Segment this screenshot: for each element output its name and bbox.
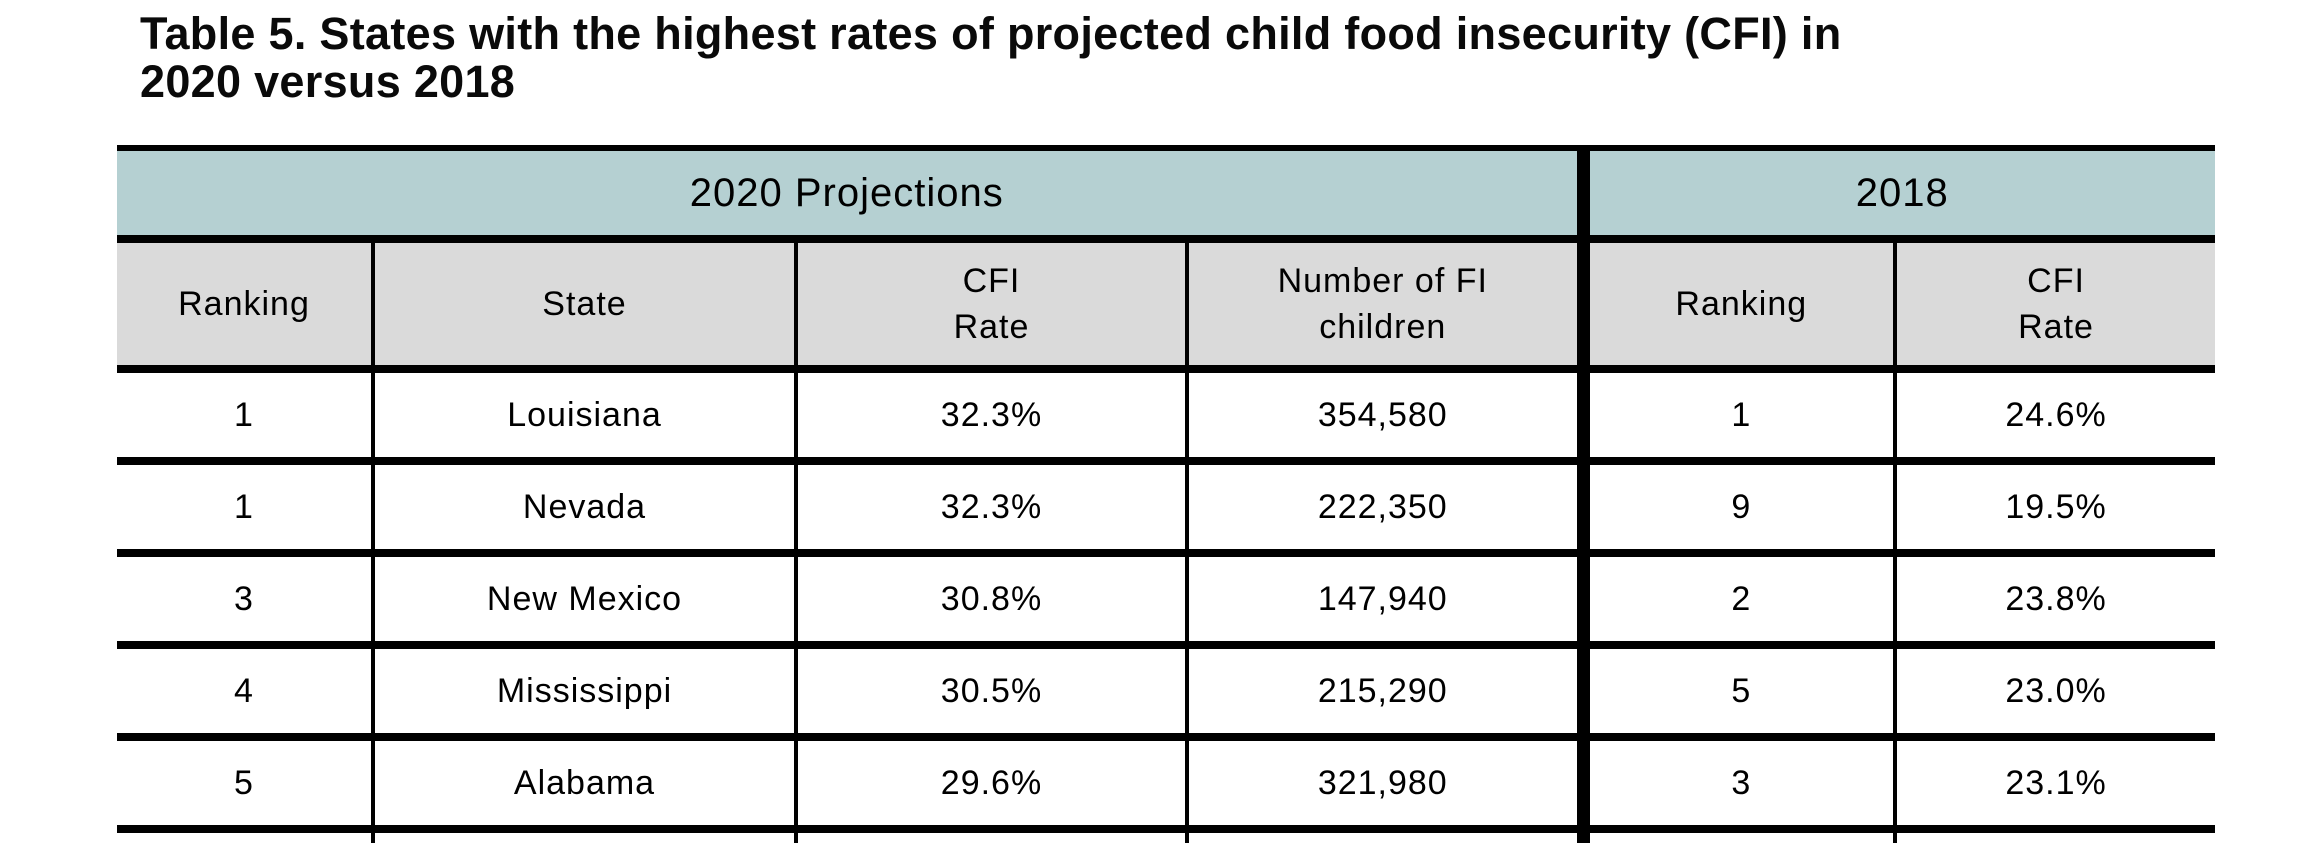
table-row-nevada: 1 Nevada 32.3% 222,350 9 19.5%	[117, 457, 2216, 557]
cell-cfi-rate-2020: 32.3%	[794, 365, 1189, 465]
table-title: Table 5. States with the highest rates o…	[140, 10, 1842, 106]
cell-ranking-2020: 1	[117, 457, 375, 557]
column-header-ranking-2018: Ranking	[1576, 237, 1898, 373]
cell-fi-children: 222,350	[1184, 457, 1590, 557]
cell-cfi-rate-2018: 23.8%	[1893, 549, 2216, 649]
partial-row-cell	[794, 825, 1189, 843]
column-header-cfi-rate-2018: CFI Rate	[1893, 237, 2216, 373]
cell-cfi-rate-2018: 24.6%	[1893, 365, 2216, 465]
cell-ranking-2018: 9	[1576, 457, 1898, 557]
cell-fi-children: 354,580	[1184, 365, 1590, 465]
cell-ranking-2020: 5	[117, 733, 375, 833]
table-title-line1: Table 5. States with the highest rates o…	[140, 8, 1842, 59]
column-header-state: State	[371, 237, 798, 373]
table-row-louisiana: 1 Louisiana 32.3% 354,580 1 24.6%	[117, 365, 2216, 465]
cell-state: New Mexico	[371, 549, 798, 649]
cell-ranking-2018: 3	[1576, 733, 1898, 833]
cell-ranking-2020: 1	[117, 365, 375, 465]
column-header-fi-children: Number of FI children	[1184, 237, 1590, 373]
column-header-cfi-rate-2020: CFI Rate	[794, 237, 1189, 373]
partial-next-row	[117, 825, 2216, 843]
cell-state: Louisiana	[371, 365, 798, 465]
column-header-row: Ranking State CFI Rate Number of FI chil…	[117, 237, 2216, 373]
cell-cfi-rate-2020: 29.6%	[794, 733, 1189, 833]
cell-ranking-2020: 3	[117, 549, 375, 649]
cell-ranking-2020: 4	[117, 641, 375, 741]
table-row-mississippi: 4 Mississippi 30.5% 215,290 5 23.0%	[117, 641, 2216, 741]
partial-row-cell	[1893, 825, 2216, 843]
cell-ranking-2018: 1	[1576, 365, 1898, 465]
cell-cfi-rate-2018: 23.1%	[1893, 733, 2216, 833]
table-row-alabama: 5 Alabama 29.6% 321,980 3 23.1%	[117, 733, 2216, 833]
cell-state: Mississippi	[371, 641, 798, 741]
cell-state: Alabama	[371, 733, 798, 833]
cfi-table: 2020 Projections 2018 Ranking State CFI …	[117, 145, 2216, 843]
partial-row-cell	[1576, 825, 1898, 843]
cell-fi-children: 321,980	[1184, 733, 1590, 833]
table-title-line2: 2020 versus 2018	[140, 56, 516, 107]
cell-cfi-rate-2020: 30.5%	[794, 641, 1189, 741]
table-row-new-mexico: 3 New Mexico 30.8% 147,940 2 23.8%	[117, 549, 2216, 649]
cell-cfi-rate-2020: 30.8%	[794, 549, 1189, 649]
partial-row-cell	[1184, 825, 1590, 843]
cell-ranking-2018: 5	[1576, 641, 1898, 741]
group-header-row: 2020 Projections 2018	[117, 145, 2216, 243]
column-header-ranking-2020: Ranking	[117, 237, 375, 373]
group-header-2020-projections: 2020 Projections	[117, 145, 1590, 243]
cell-cfi-rate-2020: 32.3%	[794, 457, 1189, 557]
cell-cfi-rate-2018: 23.0%	[1893, 641, 2216, 741]
group-header-2018: 2018	[1576, 145, 2216, 243]
cell-state: Nevada	[371, 457, 798, 557]
partial-row-cell	[371, 825, 798, 843]
cell-ranking-2018: 2	[1576, 549, 1898, 649]
partial-row-cell	[117, 825, 375, 843]
cell-cfi-rate-2018: 19.5%	[1893, 457, 2216, 557]
cell-fi-children: 147,940	[1184, 549, 1590, 649]
cell-fi-children: 215,290	[1184, 641, 1590, 741]
